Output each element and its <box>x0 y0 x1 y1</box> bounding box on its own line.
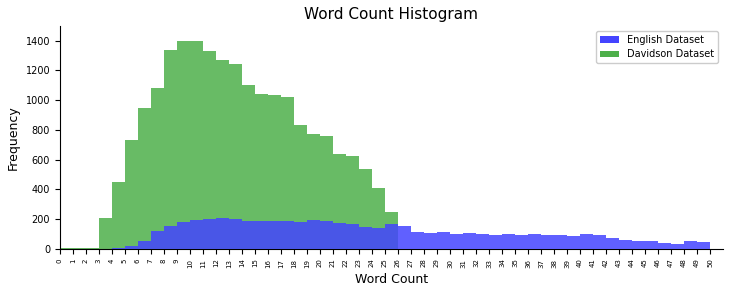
Legend: English Dataset, Davidson Dataset: English Dataset, Davidson Dataset <box>596 31 718 63</box>
Bar <box>580 234 593 249</box>
Bar <box>164 226 177 249</box>
Bar <box>632 241 645 249</box>
Bar <box>255 94 268 249</box>
Bar <box>307 220 320 249</box>
Bar <box>177 42 190 249</box>
Bar <box>554 235 567 249</box>
Bar <box>684 241 697 249</box>
Bar <box>73 248 86 249</box>
Bar <box>138 241 151 249</box>
Bar <box>268 95 281 249</box>
Bar <box>242 85 255 249</box>
Bar <box>463 233 476 249</box>
Bar <box>112 182 125 249</box>
Bar <box>151 88 164 249</box>
Bar <box>424 233 437 249</box>
Bar <box>216 60 229 249</box>
Bar <box>528 234 541 249</box>
Bar <box>619 240 632 249</box>
Bar <box>190 220 203 249</box>
Bar <box>164 50 177 249</box>
Bar <box>138 108 151 249</box>
X-axis label: Word Count: Word Count <box>355 273 428 286</box>
Bar <box>151 231 164 249</box>
Bar <box>255 221 268 249</box>
Bar <box>190 41 203 249</box>
Bar <box>697 242 710 249</box>
Bar <box>203 51 216 249</box>
Bar <box>489 235 502 249</box>
Y-axis label: Frequency: Frequency <box>7 105 20 170</box>
Bar <box>437 232 450 249</box>
Bar <box>398 226 411 249</box>
Bar <box>606 238 619 249</box>
Bar <box>333 223 346 249</box>
Bar <box>476 234 489 249</box>
Bar <box>307 134 320 249</box>
Bar <box>177 222 190 249</box>
Bar <box>372 188 385 249</box>
Bar <box>541 235 554 249</box>
Bar <box>320 136 333 249</box>
Bar <box>99 218 112 249</box>
Bar <box>294 222 307 249</box>
Bar <box>411 232 424 249</box>
Bar <box>86 248 99 249</box>
Bar <box>268 221 281 249</box>
Bar <box>242 221 255 249</box>
Bar <box>112 248 125 249</box>
Bar <box>281 221 294 249</box>
Bar <box>346 224 359 249</box>
Bar <box>359 168 372 249</box>
Bar <box>346 156 359 249</box>
Bar <box>125 140 138 249</box>
Bar <box>359 227 372 249</box>
Bar <box>502 234 515 249</box>
Bar <box>658 243 671 249</box>
Bar <box>567 236 580 249</box>
Bar <box>372 228 385 249</box>
Bar <box>229 219 242 249</box>
Bar <box>60 248 73 249</box>
Title: Word Count Histogram: Word Count Histogram <box>304 7 478 22</box>
Bar <box>645 241 658 249</box>
Bar <box>294 125 307 249</box>
Bar <box>515 235 528 249</box>
Bar <box>593 235 606 249</box>
Bar <box>671 244 684 249</box>
Bar <box>203 219 216 249</box>
Bar <box>216 218 229 249</box>
Bar <box>229 64 242 249</box>
Bar <box>125 246 138 249</box>
Bar <box>385 224 398 249</box>
Bar <box>385 212 398 249</box>
Bar <box>281 97 294 249</box>
Bar <box>320 221 333 249</box>
Bar <box>450 234 463 249</box>
Bar <box>333 154 346 249</box>
